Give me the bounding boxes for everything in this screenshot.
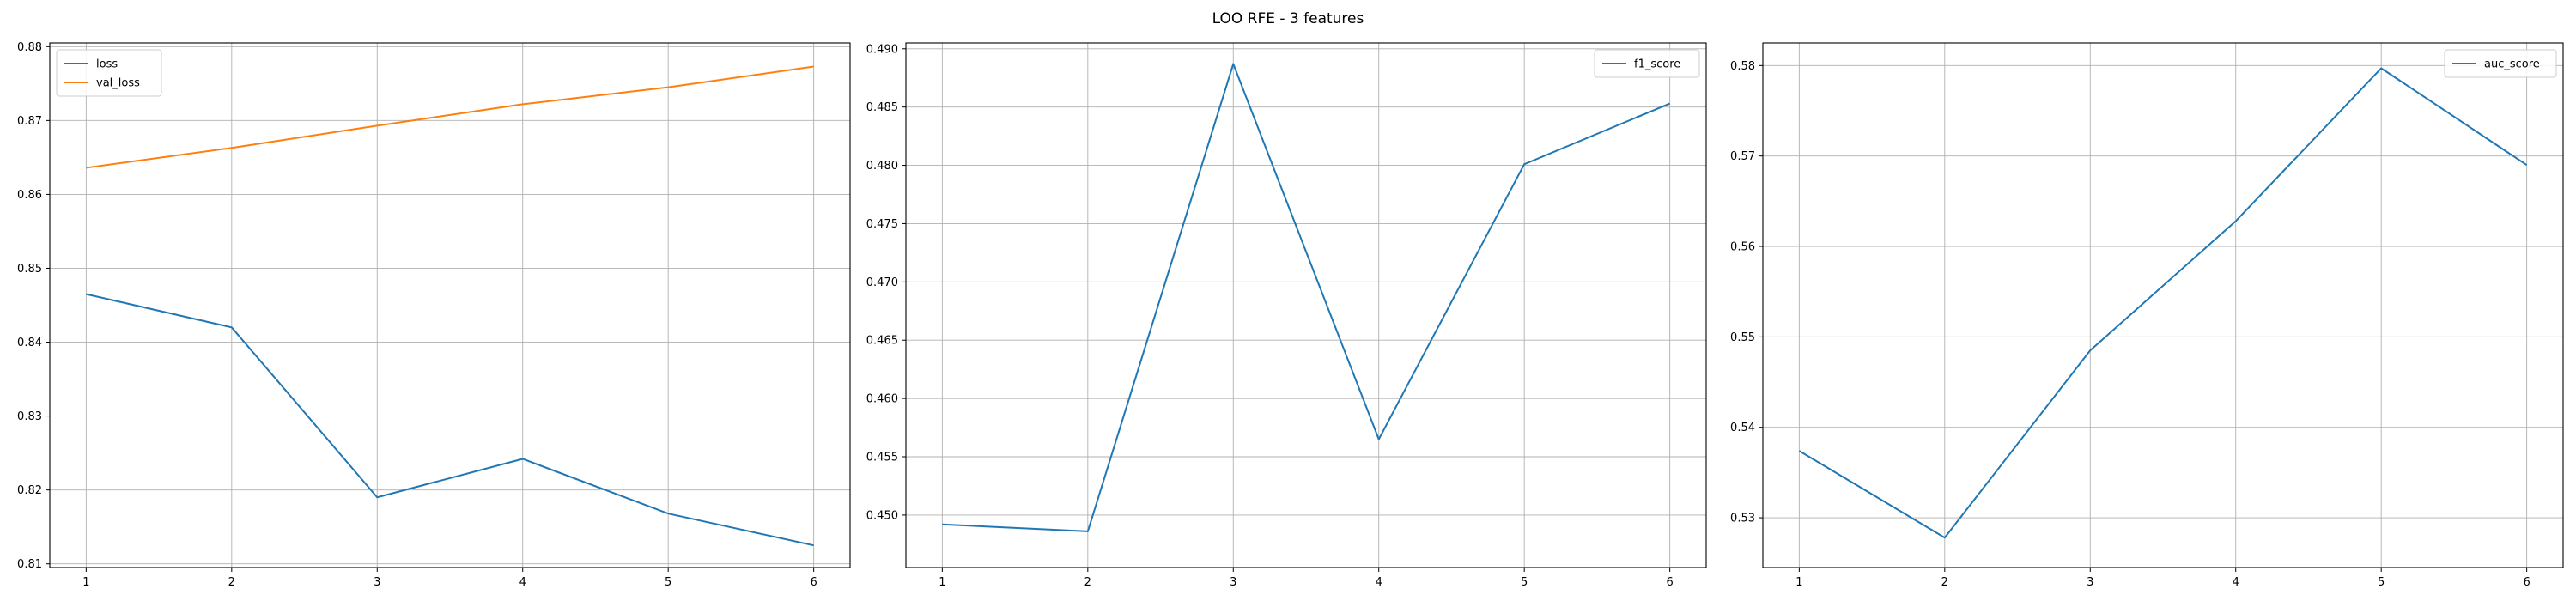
panel-loss: 1 2 3 4 5 6 0.81 0.82 0.83 0.84 0.85 0.86 0.87 0.88 lo… — [17, 41, 851, 589]
x-tick-label: 5 — [2378, 576, 2385, 589]
y-tick-label: 0.490 — [866, 43, 898, 56]
legend: f1_score — [1594, 49, 1700, 78]
y-tick-label: 0.85 — [17, 263, 42, 276]
y-tick-label: 0.54 — [1730, 422, 1755, 434]
x-tick-label: 4 — [519, 576, 526, 589]
x-tick-label: 6 — [1666, 576, 1673, 589]
x-tick-label: 2 — [228, 576, 235, 589]
x-tick-label: 1 — [82, 576, 89, 589]
x-tick-label: 4 — [2233, 576, 2239, 589]
x-tick-label: 6 — [2523, 576, 2530, 589]
y-tick-label: 0.450 — [866, 509, 898, 522]
y-tick-label: 0.55 — [1730, 331, 1755, 344]
y-tick-label: 0.465 — [866, 335, 898, 348]
legend-box — [1594, 49, 1700, 78]
y-tick-label: 0.455 — [866, 452, 898, 464]
y-tick-label: 0.58 — [1730, 60, 1755, 73]
legend-entry: val_loss — [96, 77, 140, 90]
axes-frame — [1762, 42, 2564, 568]
y-tick-label: 0.87 — [17, 115, 42, 128]
legend-box — [2444, 49, 2557, 78]
y-tick-label: 0.57 — [1730, 150, 1755, 163]
series-line-val-loss — [86, 65, 814, 169]
y-tick-label: 0.84 — [17, 337, 42, 349]
series-line-f1-score — [942, 63, 1671, 532]
figure-title: LOO RFE - 3 features — [1212, 10, 1364, 27]
y-tick-label: 0.470 — [866, 276, 898, 289]
legend-box — [56, 49, 162, 97]
panel-auc-score: 1 2 3 4 5 6 0.53 0.54 0.55 0.56 0.57 0.58 auc_score — [1730, 42, 2564, 589]
x-tick-label: 2 — [1941, 576, 1948, 589]
x-tick-label: 4 — [1376, 576, 1382, 589]
legend-entry: loss — [96, 58, 118, 71]
series-line-loss — [86, 293, 814, 547]
legend-entry: f1_score — [1634, 58, 1680, 71]
y-tick-label: 0.475 — [866, 218, 898, 231]
x-tick-label: 6 — [810, 576, 817, 589]
axes-frame — [905, 42, 1707, 568]
y-tick-label: 0.460 — [866, 393, 898, 406]
x-tick-label: 3 — [374, 576, 380, 589]
y-tick-label: 0.83 — [17, 410, 42, 423]
x-tick-label: 1 — [1795, 576, 1802, 589]
x-tick-label: 5 — [665, 576, 671, 589]
x-tick-label: 5 — [1521, 576, 1528, 589]
legend: auc_score — [2444, 49, 2557, 78]
legend: loss val_loss — [56, 49, 162, 97]
x-tick-label: 2 — [1084, 576, 1091, 589]
panel-f1-score: 1 2 3 4 5 6 0.450 0.455 0.460 0.465 0.470 0.475 0.48… — [866, 42, 1707, 589]
x-tick-label: 1 — [939, 576, 945, 589]
y-tick-label: 0.53 — [1730, 513, 1755, 525]
y-tick-label: 0.86 — [17, 189, 42, 202]
axes-frame — [49, 42, 851, 568]
y-tick-label: 0.82 — [17, 484, 42, 497]
y-tick-label: 0.81 — [17, 558, 42, 571]
y-tick-label: 0.56 — [1730, 241, 1755, 254]
y-tick-label: 0.88 — [17, 41, 42, 54]
legend-entry: auc_score — [2484, 58, 2540, 71]
y-tick-label: 0.480 — [866, 160, 898, 173]
x-tick-label: 3 — [2087, 576, 2093, 589]
series-line-auc-score — [1798, 67, 2528, 539]
y-tick-label: 0.485 — [866, 101, 898, 114]
x-tick-label: 3 — [1230, 576, 1236, 589]
